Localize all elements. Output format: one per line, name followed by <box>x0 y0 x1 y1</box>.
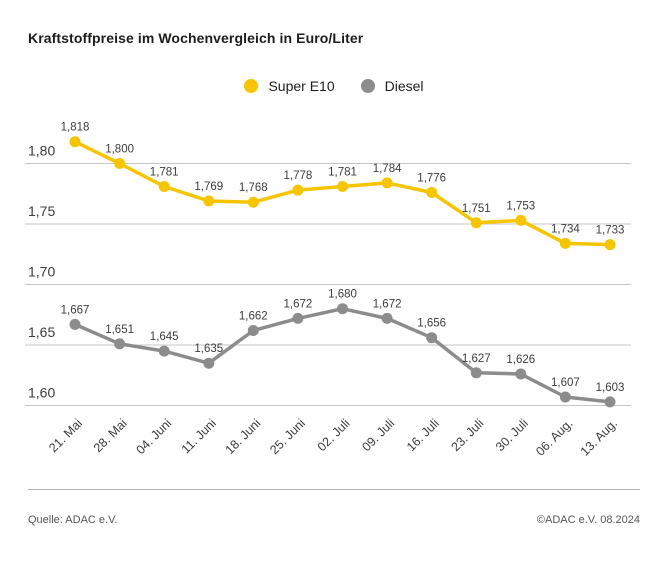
x-axis-tick-label: 21. Mai <box>46 416 85 455</box>
data-point-label-super-e10: 1,753 <box>506 200 535 212</box>
data-point-diesel <box>247 325 259 336</box>
footer-divider <box>28 489 640 490</box>
source-text: Quelle: ADAC e.V. <box>28 514 118 526</box>
super-e10-dot-icon <box>244 79 259 93</box>
data-point-label-diesel: 1,672 <box>373 298 402 310</box>
data-point-label-super-e10: 1,818 <box>61 122 90 134</box>
data-point-diesel <box>292 312 304 324</box>
legend-item-diesel: Diesel <box>360 78 424 94</box>
footer: Quelle: ADAC e.V. ©ADAC e.V. 08.2024 <box>28 514 640 526</box>
data-point-diesel <box>381 312 393 324</box>
data-point-super-e10 <box>114 158 126 169</box>
x-axis-tick-label: 04. Juni <box>133 416 174 457</box>
data-point-label-diesel: 1,672 <box>284 298 313 310</box>
data-point-super-e10 <box>515 214 527 226</box>
chart-title: Kraftstoffpreise im Wochenvergleich in E… <box>28 30 364 46</box>
data-point-label-diesel: 1,607 <box>551 377 580 389</box>
x-axis-tick-label: 28. Mai <box>91 416 130 455</box>
y-axis-tick-label: 1,65 <box>28 324 55 340</box>
data-point-super-e10 <box>381 177 393 189</box>
data-point-label-super-e10: 1,800 <box>105 144 134 156</box>
data-point-super-e10 <box>158 181 170 192</box>
x-axis-tick-label: 13. Aug. <box>578 416 620 458</box>
x-axis-tick-label: 18. Juni <box>223 416 264 457</box>
x-axis-tick-label: 02. Juli <box>315 416 353 454</box>
data-point-diesel <box>158 345 170 357</box>
x-axis-tick-label: 23. Juli <box>449 416 487 454</box>
data-point-diesel <box>470 367 482 379</box>
data-point-diesel <box>426 332 438 344</box>
data-point-super-e10 <box>604 239 616 251</box>
data-point-super-e10 <box>337 181 348 192</box>
x-axis-tick-label: 25. Juni <box>267 416 308 457</box>
x-axis-tick-label: 30. Juli <box>493 416 531 454</box>
data-point-super-e10 <box>426 187 438 198</box>
data-point-diesel <box>203 357 215 369</box>
data-point-label-super-e10: 1,751 <box>462 203 491 215</box>
y-axis-tick-label: 1,75 <box>28 203 55 219</box>
y-axis-tick-label: 1,70 <box>28 264 55 280</box>
copyright-text: ©ADAC e.V. 08.2024 <box>536 514 640 526</box>
data-point-label-diesel: 1,680 <box>328 289 357 301</box>
data-point-diesel <box>604 396 616 408</box>
x-axis-tick-label: 11. Juni <box>179 416 219 456</box>
data-point-super-e10 <box>470 217 482 229</box>
data-point-label-diesel: 1,656 <box>417 318 446 330</box>
data-point-label-diesel: 1,662 <box>239 311 268 323</box>
chart-legend: Super E10 Diesel <box>0 78 668 94</box>
data-point-label-super-e10: 1,776 <box>417 173 446 185</box>
data-point-label-super-e10: 1,781 <box>328 167 357 179</box>
data-point-label-super-e10: 1,734 <box>551 223 580 235</box>
data-point-diesel <box>114 338 126 350</box>
data-point-super-e10 <box>69 136 81 148</box>
x-axis-tick-label: 16. Juli <box>404 416 442 454</box>
data-point-super-e10 <box>203 195 215 207</box>
data-point-label-diesel: 1,651 <box>105 324 134 336</box>
diesel-dot-icon <box>360 79 375 93</box>
x-axis-tick-label: 09. Juli <box>359 416 397 454</box>
legend-label-super-e10: Super E10 <box>268 78 335 94</box>
data-point-label-super-e10: 1,778 <box>284 170 313 182</box>
data-point-diesel <box>69 318 81 330</box>
data-point-label-super-e10: 1,781 <box>150 167 179 179</box>
data-point-label-diesel: 1,627 <box>462 353 491 365</box>
data-point-label-super-e10: 1,784 <box>373 163 402 175</box>
legend-label-diesel: Diesel <box>384 78 424 94</box>
data-point-super-e10 <box>559 237 571 249</box>
y-axis-tick-label: 1,80 <box>28 143 55 159</box>
data-point-super-e10 <box>247 196 259 208</box>
data-point-label-super-e10: 1,768 <box>239 182 268 194</box>
data-point-label-diesel: 1,667 <box>61 304 90 316</box>
series-line-super-e10 <box>73 139 612 247</box>
data-point-label-super-e10: 1,733 <box>596 225 625 237</box>
data-point-super-e10 <box>292 184 304 196</box>
data-point-label-diesel: 1,635 <box>194 343 223 355</box>
data-point-diesel <box>337 303 348 315</box>
data-point-label-super-e10: 1,769 <box>194 181 223 193</box>
legend-item-super-e10: Super E10 <box>244 78 335 94</box>
data-point-diesel <box>559 391 571 403</box>
y-axis-tick-label: 1,60 <box>28 385 55 401</box>
data-point-diesel <box>515 368 527 380</box>
data-point-label-diesel: 1,603 <box>596 382 625 394</box>
x-axis-tick-label: 06. Aug. <box>533 416 575 458</box>
data-point-label-diesel: 1,626 <box>506 354 535 366</box>
data-point-label-diesel: 1,645 <box>150 331 179 343</box>
